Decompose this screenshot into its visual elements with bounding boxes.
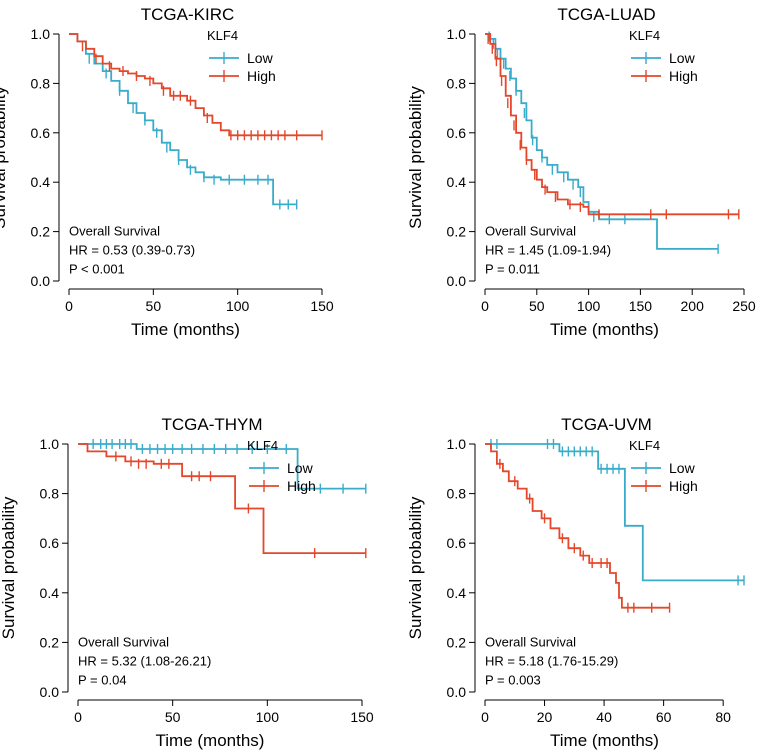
km-panel-thym: TCGA-THYM 0.0 0.2 0.4 0.6 0.8 1.0 Survival prob… (0, 415, 374, 750)
km-curve-low (78, 443, 366, 490)
y-axis-label: Survival probability (406, 496, 425, 639)
y-tick-label: 0.6 (31, 125, 51, 141)
x-tick-label: 150 (629, 298, 653, 314)
y-tick-label: 0.8 (447, 486, 467, 502)
x-tick-label: 0 (481, 298, 489, 314)
km-curve-low (69, 33, 297, 206)
chart-title: TCGA-LUAD (557, 5, 655, 24)
stats-annotation: P < 0.001 (69, 262, 125, 277)
y-tick-label: 0.0 (40, 684, 60, 700)
chart-title: TCGA-THYM (161, 415, 262, 434)
legend-label-high: High (287, 478, 316, 494)
km-curve-low (485, 443, 744, 582)
y-tick-label: 1.0 (31, 26, 51, 42)
x-tick-label: 50 (529, 298, 545, 314)
y-tick-label: 1.0 (447, 26, 467, 42)
y-tick-label: 0.2 (447, 224, 467, 240)
km-panel-uvm: TCGA-UVM 0.0 0.2 0.4 0.6 0.8 1.0 Survival proba… (406, 415, 745, 750)
legend-title: KLF4 (629, 438, 660, 453)
x-tick-label: 80 (715, 709, 731, 725)
y-tick-label: 0.2 (40, 634, 60, 650)
x-tick-label: 250 (732, 298, 756, 314)
x-tick-label: 100 (256, 709, 280, 725)
x-tick-label: 150 (350, 709, 374, 725)
km-curve-high (485, 443, 670, 609)
x-axis-label: Time (months) (156, 731, 265, 750)
legend-label-high: High (247, 68, 276, 84)
x-tick-label: 200 (681, 298, 705, 314)
y-tick-label: 1.0 (447, 436, 467, 452)
km-curve-low (485, 33, 719, 250)
legend-title: KLF4 (247, 438, 278, 453)
stats-annotation: Overall Survival (78, 634, 169, 649)
stats-annotation: Overall Survival (69, 224, 160, 239)
km-panel-kirc: TCGA-KIRC 0.0 0.2 0.4 0.6 0.8 1.0 Survival prob… (0, 5, 334, 339)
x-tick-label: 0 (74, 709, 82, 725)
x-tick-label: 20 (537, 709, 553, 725)
x-tick-label: 60 (656, 709, 672, 725)
stats-annotation: HR = 5.32 (1.08-26.21) (78, 653, 211, 668)
legend-label-low: Low (287, 460, 314, 476)
km-curve-high (78, 443, 366, 554)
legend-title: KLF4 (629, 28, 660, 43)
y-tick-label: 0.8 (447, 75, 467, 91)
legend-label-high: High (669, 68, 698, 84)
x-tick-label: 40 (596, 709, 612, 725)
stats-annotation: HR = 1.45 (1.09-1.94) (485, 243, 611, 258)
x-tick-label: 50 (165, 709, 181, 725)
stats-annotation: HR = 5.18 (1.76-15.29) (485, 653, 618, 668)
y-tick-label: 0.0 (31, 273, 51, 289)
legend-label-low: Low (247, 50, 274, 66)
legend-label-low: Low (669, 50, 696, 66)
y-axis-label: Survival probability (406, 86, 425, 229)
y-tick-label: 0.4 (40, 585, 60, 601)
legend-title: KLF4 (207, 28, 238, 43)
y-tick-label: 0.4 (447, 585, 467, 601)
x-axis-label: Time (months) (550, 320, 659, 339)
y-axis-label: Survival probability (0, 496, 18, 639)
x-axis-label: Time (months) (131, 320, 240, 339)
y-tick-label: 0.8 (40, 486, 60, 502)
x-tick-label: 150 (310, 298, 334, 314)
stats-annotation: P = 0.003 (485, 672, 541, 687)
km-curve-high (69, 33, 322, 137)
y-tick-label: 0.4 (31, 174, 51, 190)
x-tick-label: 50 (146, 298, 162, 314)
chart-title: TCGA-UVM (561, 415, 652, 434)
y-tick-label: 0.0 (447, 684, 467, 700)
stats-annotation: Overall Survival (485, 224, 576, 239)
x-tick-label: 100 (226, 298, 250, 314)
y-tick-label: 0.6 (40, 535, 60, 551)
km-panel-luad: TCGA-LUAD 0.0 0.2 0.4 0.6 0.8 1.0 Survival prob… (406, 5, 756, 339)
y-tick-label: 0.2 (31, 224, 51, 240)
y-tick-label: 0.8 (31, 75, 51, 91)
legend-label-low: Low (669, 460, 696, 476)
x-tick-label: 100 (577, 298, 601, 314)
y-tick-label: 0.6 (447, 125, 467, 141)
x-axis-label: Time (months) (550, 731, 659, 750)
stats-annotation: P = 0.04 (78, 672, 127, 687)
y-tick-label: 0.2 (447, 634, 467, 650)
x-tick-label: 0 (481, 709, 489, 725)
y-axis-label: Survival probability (0, 86, 9, 229)
chart-title: TCGA-KIRC (141, 5, 235, 24)
y-tick-label: 1.0 (40, 436, 60, 452)
stats-annotation: Overall Survival (485, 634, 576, 649)
y-tick-label: 0.6 (447, 535, 467, 551)
stats-annotation: P = 0.011 (485, 262, 540, 277)
legend-label-high: High (669, 478, 698, 494)
x-tick-label: 0 (65, 298, 73, 314)
y-tick-label: 0.0 (447, 273, 467, 289)
stats-annotation: HR = 0.53 (0.39-0.73) (69, 243, 195, 258)
km-curve-high (485, 33, 739, 216)
y-tick-label: 0.4 (447, 174, 467, 190)
